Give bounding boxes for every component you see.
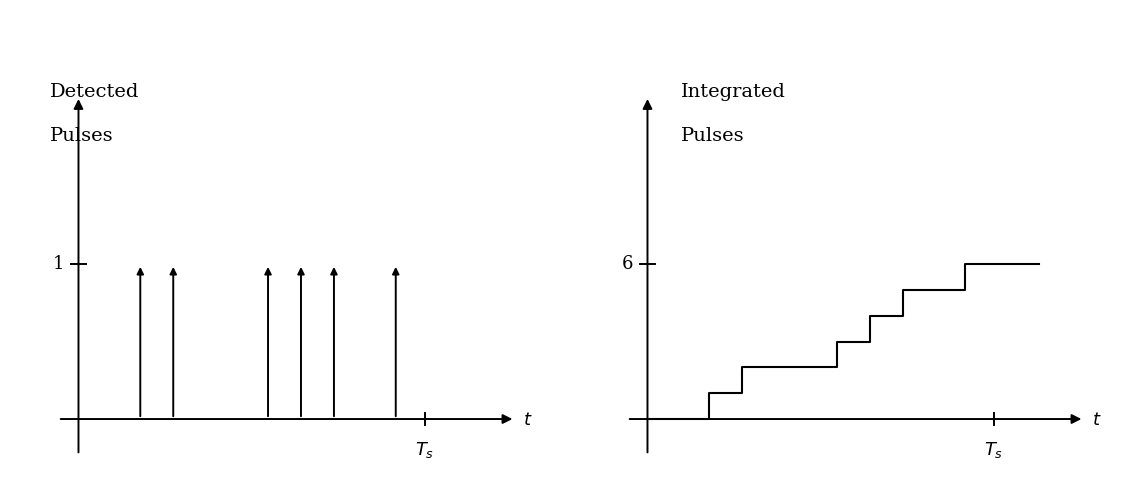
Text: $t$: $t$ (1092, 411, 1102, 429)
Text: Pulses: Pulses (681, 127, 744, 145)
Text: $T_s$: $T_s$ (415, 440, 435, 460)
Text: 1: 1 (52, 255, 64, 273)
Text: Pulses: Pulses (50, 127, 114, 145)
Text: $t$: $t$ (523, 411, 533, 429)
Text: Integrated: Integrated (681, 83, 785, 101)
Text: 6: 6 (621, 255, 633, 273)
Text: Detected: Detected (50, 83, 139, 101)
Text: $T_s$: $T_s$ (984, 440, 1004, 460)
